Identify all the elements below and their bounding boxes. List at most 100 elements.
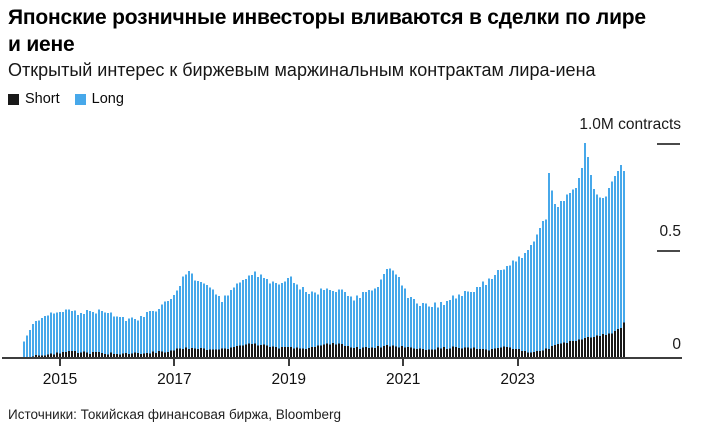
bar-long-segment bbox=[317, 294, 319, 346]
bar-long-segment bbox=[419, 305, 421, 349]
bar-long-segment bbox=[188, 271, 190, 349]
bar-long-segment bbox=[587, 156, 589, 338]
legend-label-long: Long bbox=[91, 91, 124, 107]
bar-long-segment bbox=[230, 289, 232, 348]
bar-short-segment bbox=[509, 347, 511, 358]
short-series bbox=[23, 322, 625, 358]
bar-short-segment bbox=[185, 347, 187, 358]
bar-short-segment bbox=[95, 352, 97, 358]
bar-short-segment bbox=[290, 346, 292, 358]
bar-short-segment bbox=[197, 348, 199, 358]
bar-short-segment bbox=[575, 341, 577, 358]
bar-long-segment bbox=[401, 285, 403, 347]
bar-short-segment bbox=[434, 349, 436, 358]
bar-short-segment bbox=[230, 347, 232, 358]
bar-long-segment bbox=[284, 281, 286, 347]
bar-long-segment bbox=[575, 188, 577, 342]
bar-long-segment bbox=[257, 276, 259, 346]
bar-short-segment bbox=[116, 353, 118, 358]
bar-long-segment bbox=[86, 310, 88, 353]
bar-long-segment bbox=[458, 294, 460, 348]
bar-short-segment bbox=[89, 353, 91, 358]
bar-long-segment bbox=[602, 198, 604, 335]
bar-short-segment bbox=[257, 345, 259, 358]
bar-long-segment bbox=[212, 289, 214, 350]
bar-short-segment bbox=[227, 349, 229, 358]
bar-short-segment bbox=[470, 348, 472, 358]
bar-short-segment bbox=[596, 335, 598, 358]
bar-short-segment bbox=[461, 348, 463, 358]
bar-short-segment bbox=[464, 347, 466, 358]
bar-long-segment bbox=[488, 278, 490, 351]
bar-short-segment bbox=[500, 347, 502, 358]
bar-short-segment bbox=[605, 334, 607, 358]
bar-long-segment bbox=[143, 317, 145, 354]
bar-long-segment bbox=[491, 279, 493, 350]
bar-short-segment bbox=[323, 344, 325, 358]
bar-long-segment bbox=[407, 297, 409, 348]
legend-label-short: Short bbox=[25, 91, 60, 107]
bar-long-segment bbox=[68, 309, 70, 352]
bar-long-segment bbox=[308, 294, 310, 349]
bar-long-segment bbox=[77, 314, 79, 354]
bar-short-segment bbox=[275, 346, 277, 358]
bar-short-segment bbox=[119, 354, 121, 358]
bar-short-segment bbox=[293, 348, 295, 358]
bar-short-segment bbox=[98, 352, 100, 358]
bar-long-segment bbox=[500, 269, 502, 348]
bar-short-segment bbox=[65, 351, 67, 358]
bar-short-segment bbox=[209, 349, 211, 358]
bar-long-segment bbox=[65, 309, 67, 352]
bar-long-segment bbox=[437, 307, 439, 348]
bar-short-segment bbox=[137, 352, 139, 358]
bar-long-segment bbox=[116, 316, 118, 354]
bar-short-segment bbox=[482, 349, 484, 358]
bar-long-segment bbox=[557, 207, 559, 345]
bar-short-segment bbox=[53, 354, 55, 358]
bar-short-segment bbox=[164, 352, 166, 358]
bar-long-segment bbox=[422, 303, 424, 349]
bar-long-segment bbox=[362, 291, 364, 348]
bar-short-segment bbox=[248, 343, 250, 358]
bar-short-segment bbox=[554, 345, 556, 358]
bar-short-segment bbox=[536, 351, 538, 358]
bar-short-segment bbox=[272, 346, 274, 358]
bar-long-segment bbox=[236, 283, 238, 346]
title-line-2: и иене bbox=[8, 33, 75, 56]
bar-short-segment bbox=[245, 344, 247, 358]
bar-short-segment bbox=[572, 340, 574, 358]
bar-long-segment bbox=[176, 290, 178, 349]
bar-short-segment bbox=[80, 352, 82, 358]
bar-short-segment bbox=[125, 352, 127, 358]
bar-short-segment bbox=[410, 347, 412, 358]
bar-short-segment bbox=[581, 339, 583, 358]
y-axis-tick bbox=[657, 143, 680, 145]
bar-short-segment bbox=[305, 349, 307, 358]
x-axis-line bbox=[2, 357, 682, 359]
bar-long-segment bbox=[524, 253, 526, 352]
bar-short-segment bbox=[254, 343, 256, 358]
bar-long-segment bbox=[56, 312, 58, 353]
bar-long-segment bbox=[35, 320, 37, 356]
bar-short-segment bbox=[377, 346, 379, 358]
bar-short-segment bbox=[326, 343, 328, 358]
bar-long-segment bbox=[74, 310, 76, 351]
bar-short-segment bbox=[188, 348, 190, 358]
bar-long-segment bbox=[95, 313, 97, 353]
bar-long-segment bbox=[251, 275, 253, 345]
bar-short-segment bbox=[530, 352, 532, 358]
bar-short-segment bbox=[518, 348, 520, 358]
bar-short-segment bbox=[110, 352, 112, 358]
bar-short-segment bbox=[107, 354, 109, 358]
bar-short-segment bbox=[77, 353, 79, 358]
bar-short-segment bbox=[524, 351, 526, 358]
page-title: Японские розничные инвесторы вливаются в… bbox=[8, 4, 700, 58]
bar-short-segment bbox=[212, 349, 214, 358]
bar-short-segment bbox=[560, 343, 562, 358]
bar-long-segment bbox=[41, 317, 43, 356]
bar-long-segment bbox=[596, 194, 598, 336]
bar-short-segment bbox=[206, 349, 208, 358]
bar-long-segment bbox=[224, 295, 226, 349]
bar-long-segment bbox=[479, 287, 481, 349]
bar-long-segment bbox=[248, 275, 250, 344]
